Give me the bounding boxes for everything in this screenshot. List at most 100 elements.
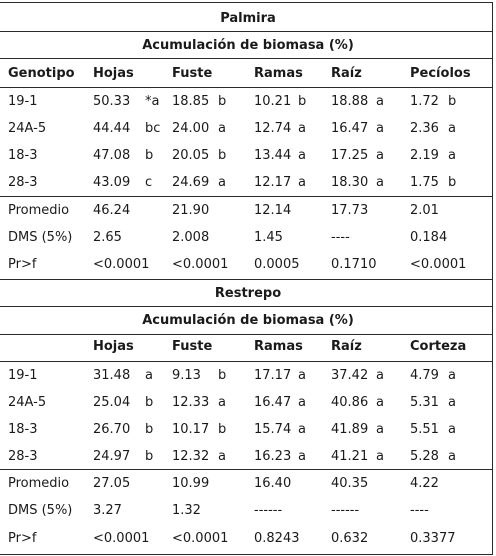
stats-value: 12.14 (254, 203, 292, 218)
value-cell: 37.42 (331, 368, 369, 383)
genotype-cell: 19-1 (8, 94, 38, 109)
stats-value: 46.24 (93, 203, 131, 218)
rule-line (0, 306, 493, 307)
stats-value: ---- (410, 503, 429, 518)
value-cell: 5.28 (410, 449, 439, 464)
significance-letter: a (448, 368, 456, 383)
significance-letter: a (376, 368, 384, 383)
genotype-cell: 18-3 (8, 422, 38, 437)
stats-row: Pr>f <0.0001 <0.0001 0.8243 0.632 0.3377 (0, 525, 496, 552)
significance-letter: b (145, 422, 154, 437)
value-cell: 18.88 (331, 94, 369, 109)
value-cell: 1.75 (410, 175, 439, 190)
section-site-title: Restrepo (214, 286, 282, 301)
stats-value: <0.0001 (93, 531, 150, 546)
value-cell: 12.74 (254, 121, 292, 136)
table-row: 24A-5 25.04 b 12.33 a 16.47 a 40.86 a 5.31 a (0, 389, 496, 416)
significance-letter: a (218, 121, 226, 136)
value-cell: 4.79 (410, 368, 439, 383)
significance-letter: b (218, 368, 227, 383)
stats-value: 0.8243 (254, 531, 300, 546)
stats-label: DMS (5%) (8, 503, 73, 518)
genotype-cell: 19-1 (8, 368, 38, 383)
value-cell: 40.86 (331, 395, 369, 410)
significance-letter: a (448, 121, 456, 136)
value-cell: 15.74 (254, 422, 292, 437)
stats-value: 0.184 (410, 230, 448, 245)
significance-letter: a (376, 175, 384, 190)
value-cell: 16.47 (254, 395, 292, 410)
value-cell: 10.17 (172, 422, 210, 437)
stats-value: 3.27 (93, 503, 122, 518)
stats-value: 0.1710 (331, 257, 377, 272)
stats-label: Promedio (8, 203, 70, 218)
significance-letter: a (218, 175, 226, 190)
genotype-cell: 24A-5 (8, 395, 47, 410)
significance-letter: b (298, 94, 307, 109)
significance-letter: a (298, 449, 306, 464)
significance-letter: b (448, 175, 457, 190)
rule-line (0, 334, 493, 335)
value-cell: 44.44 (93, 121, 131, 136)
column-header: Corteza (410, 339, 467, 354)
stats-label: DMS (5%) (8, 230, 73, 245)
value-cell: 5.31 (410, 395, 439, 410)
table-row: 28-3 24.97 b 12.32 a 16.23 a 41.21 a 5.28 a (0, 443, 496, 470)
stats-value: 1.45 (254, 230, 283, 245)
significance-letter: a (298, 368, 306, 383)
significance-letter: b (145, 395, 154, 410)
section-subtitle: Acumulación de biomasa (%) (142, 313, 354, 328)
column-header: Ramas (254, 66, 303, 81)
significance-letter: a (376, 395, 384, 410)
value-cell: 10.21 (254, 94, 292, 109)
section-site-title: Palmira (220, 11, 276, 26)
table-right-border (492, 2, 493, 554)
significance-letter: c (145, 175, 153, 190)
significance-letter: *a (145, 94, 160, 109)
significance-letter: a (218, 395, 226, 410)
value-cell: 43.09 (93, 175, 131, 190)
significance-letter: b (218, 94, 227, 109)
stats-value: 10.99 (172, 476, 210, 491)
stats-value: <0.0001 (172, 531, 229, 546)
value-cell: 9.13 (172, 368, 201, 383)
column-header: Ramas (254, 339, 303, 354)
value-cell: 5.51 (410, 422, 439, 437)
genotype-cell: 18-3 (8, 148, 38, 163)
stats-row: Pr>f <0.0001 <0.0001 0.0005 0.1710 <0.0001 (0, 251, 496, 278)
stats-value: 0.3377 (410, 531, 456, 546)
section-subtitle: Acumulación de biomasa (%) (142, 38, 354, 53)
significance-letter: a (376, 449, 384, 464)
rule-line (0, 196, 493, 197)
value-cell: 50.33 (93, 94, 131, 109)
value-cell: 12.33 (172, 395, 210, 410)
value-cell: 41.89 (331, 422, 369, 437)
stats-value: 2.008 (172, 230, 210, 245)
rule-line (0, 31, 493, 32)
significance-letter: a (145, 368, 153, 383)
stats-value: ------ (331, 503, 360, 518)
stats-label: Pr>f (8, 257, 37, 272)
stats-value: <0.0001 (172, 257, 229, 272)
significance-letter: a (298, 175, 306, 190)
rule-line (0, 469, 493, 470)
column-header: Pecíolos (410, 66, 471, 81)
significance-letter: a (298, 121, 306, 136)
stats-value: 0.0005 (254, 257, 300, 272)
stats-value: ---- (331, 230, 350, 245)
stats-row: Promedio 46.24 21.90 12.14 17.73 2.01 (0, 197, 496, 224)
stats-row: DMS (5%) 3.27 1.32 ------ ------ ---- (0, 497, 496, 524)
significance-letter: a (376, 121, 384, 136)
column-header: Fuste (172, 66, 213, 81)
stats-value: 21.90 (172, 203, 210, 218)
significance-letter: a (376, 94, 384, 109)
significance-letter: a (448, 148, 456, 163)
genotype-cell: 28-3 (8, 175, 38, 190)
stats-value: 4.22 (410, 476, 439, 491)
value-cell: 24.69 (172, 175, 210, 190)
genotype-cell: 24A-5 (8, 121, 47, 136)
stats-value: 40.35 (331, 476, 369, 491)
stats-value: 17.73 (331, 203, 369, 218)
stats-value: 2.65 (93, 230, 122, 245)
